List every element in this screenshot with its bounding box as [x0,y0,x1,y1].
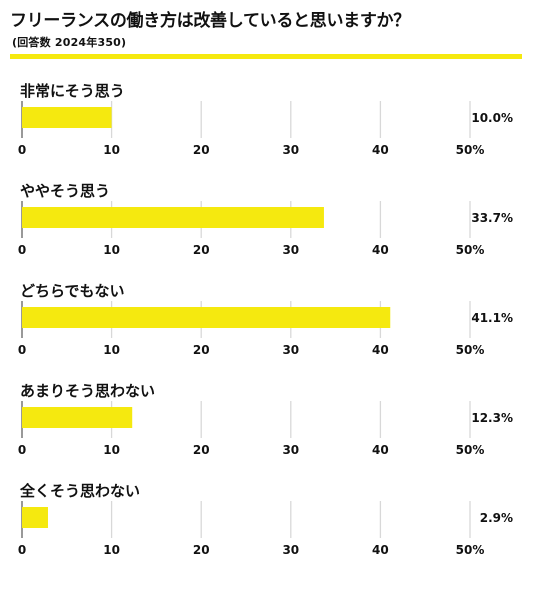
tick-label: 50% [456,243,485,257]
tick-label: 40 [372,243,389,257]
chart-subtitle: (回答数 2024年350) [12,36,127,49]
tick-label: 10 [103,243,120,257]
tick-label: 10 [103,143,120,157]
bar [22,407,133,428]
tick-label: 0 [18,343,26,357]
tick-label: 30 [282,143,299,157]
tick-label: 30 [282,543,299,557]
tick-label: 10 [103,543,120,557]
tick-label: 20 [193,243,210,257]
chart-title: フリーランスの働き方は改善していると思いますか？ [10,11,410,31]
tick-label: 20 [193,143,210,157]
tick-label: 40 [372,543,389,557]
category-label: 非常にそう思う [20,82,125,100]
data-label: 2.9% [480,511,513,525]
tick-label: 20 [193,443,210,457]
tick-label: 50% [456,143,485,157]
tick-label: 20 [193,343,210,357]
category-label: あまりそう思わない [20,382,155,400]
tick-label: 40 [372,143,389,157]
bar [22,207,324,228]
bar [22,507,48,528]
tick-label: 0 [18,243,26,257]
category-label: どちらでもない [20,282,125,300]
tick-label: 40 [372,343,389,357]
data-label: 41.1% [471,311,513,325]
tick-label: 0 [18,143,26,157]
tick-label: 10 [103,443,120,457]
bar [22,307,391,328]
data-label: 12.3% [471,411,513,425]
data-label: 10.0% [471,111,513,125]
category-label: 全くそう思わない [19,482,140,500]
tick-label: 50% [456,443,485,457]
tick-label: 30 [282,443,299,457]
tick-label: 30 [282,243,299,257]
title-underline-bar [10,54,522,59]
category-label: ややそう思う [20,182,110,200]
tick-label: 50% [456,343,485,357]
tick-label: 10 [103,343,120,357]
tick-label: 0 [18,443,26,457]
tick-label: 30 [282,343,299,357]
tick-label: 50% [456,543,485,557]
tick-label: 40 [372,443,389,457]
data-label: 33.7% [471,211,513,225]
tick-label: 20 [193,543,210,557]
tick-label: 0 [18,543,26,557]
bar [22,107,112,128]
